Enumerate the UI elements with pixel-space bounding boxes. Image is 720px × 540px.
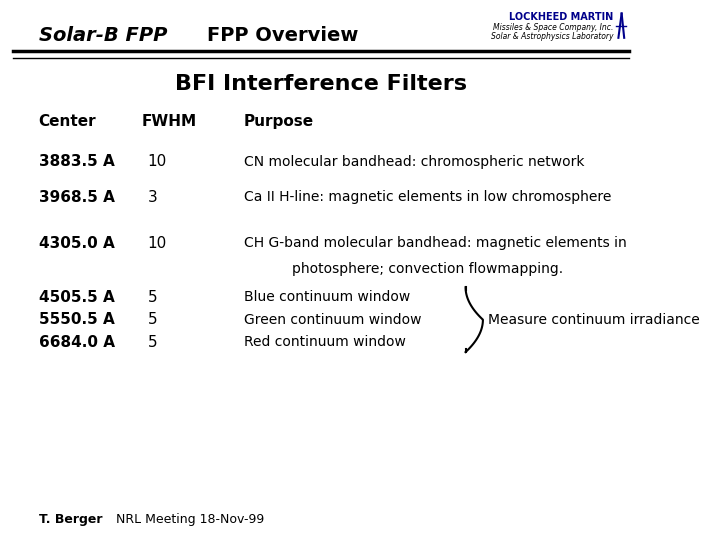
Text: 3: 3	[148, 190, 158, 205]
Text: 5: 5	[148, 289, 158, 305]
Text: Blue continuum window: Blue continuum window	[244, 290, 410, 304]
Text: Ca II H-line: magnetic elements in low chromosphere: Ca II H-line: magnetic elements in low c…	[244, 190, 611, 204]
Text: Missiles & Space Company, Inc.: Missiles & Space Company, Inc.	[493, 23, 613, 31]
Text: photosphere; convection flowmapping.: photosphere; convection flowmapping.	[292, 262, 563, 276]
Text: 4505.5 A: 4505.5 A	[39, 289, 114, 305]
Text: FPP Overview: FPP Overview	[207, 25, 359, 45]
Text: Purpose: Purpose	[244, 114, 314, 129]
Text: 6684.0 A: 6684.0 A	[39, 335, 114, 350]
Text: 5: 5	[148, 312, 158, 327]
Text: FWHM: FWHM	[141, 114, 197, 129]
Text: Solar & Astrophysics Laboratory: Solar & Astrophysics Laboratory	[491, 32, 613, 41]
Text: NRL Meeting 18-Nov-99: NRL Meeting 18-Nov-99	[116, 513, 264, 526]
Text: 4305.0 A: 4305.0 A	[39, 235, 114, 251]
Text: CH G-band molecular bandhead: magnetic elements in: CH G-band molecular bandhead: magnetic e…	[244, 236, 627, 250]
Text: Red continuum window: Red continuum window	[244, 335, 406, 349]
Text: Center: Center	[39, 114, 96, 129]
Text: BFI Interference Filters: BFI Interference Filters	[175, 73, 467, 94]
Text: LOCKHEED MARTIN: LOCKHEED MARTIN	[509, 12, 613, 22]
Text: Green continuum window: Green continuum window	[244, 313, 421, 327]
Text: 10: 10	[148, 154, 167, 170]
Text: 3883.5 A: 3883.5 A	[39, 154, 114, 170]
Text: Measure continuum irradiance: Measure continuum irradiance	[488, 313, 700, 327]
Text: 5550.5 A: 5550.5 A	[39, 312, 114, 327]
Text: Solar-B FPP: Solar-B FPP	[39, 25, 167, 45]
Text: 3968.5 A: 3968.5 A	[39, 190, 114, 205]
Text: 10: 10	[148, 235, 167, 251]
Text: T. Berger: T. Berger	[39, 513, 102, 526]
Text: CN molecular bandhead: chromospheric network: CN molecular bandhead: chromospheric net…	[244, 155, 585, 169]
Text: 5: 5	[148, 335, 158, 350]
